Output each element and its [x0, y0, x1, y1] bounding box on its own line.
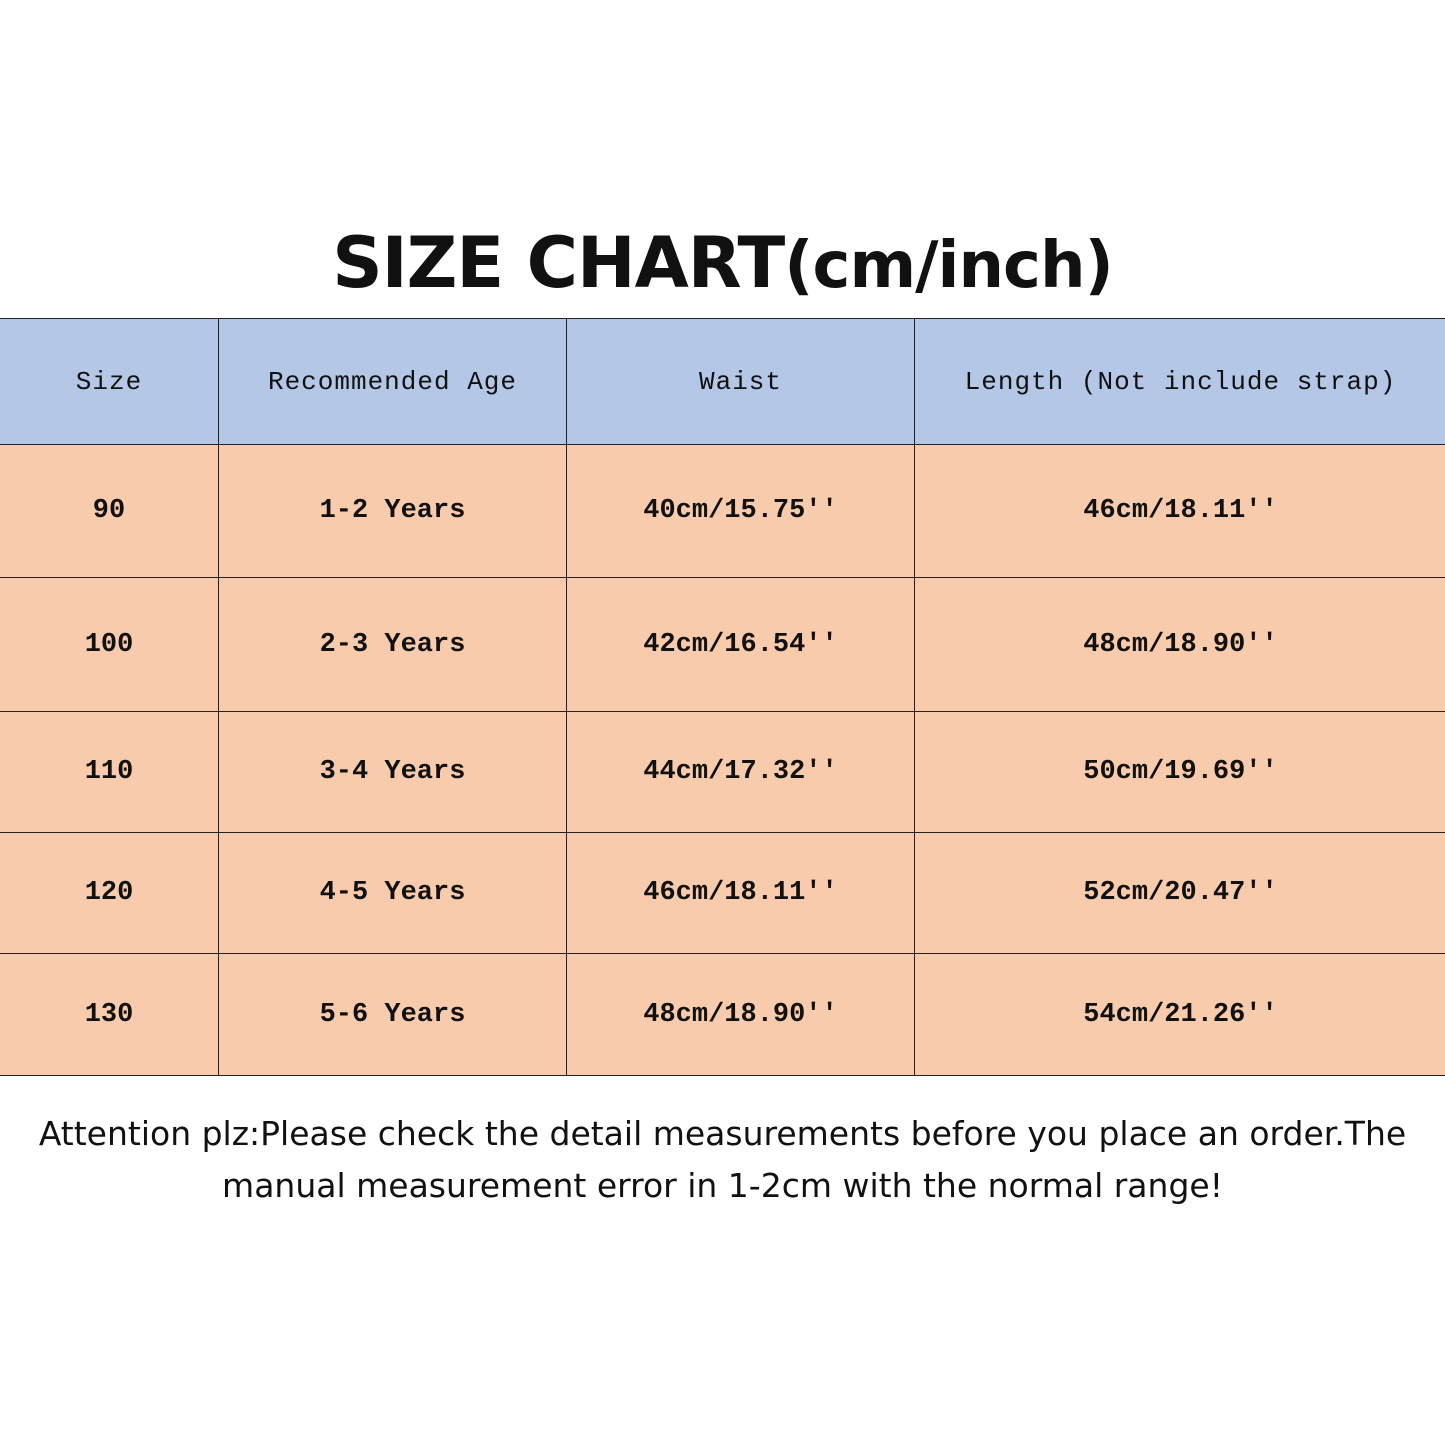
- table-row: 120 4-5 Years 46cm/18.11'' 52cm/20.47'': [0, 832, 1445, 954]
- header-waist: Waist: [566, 318, 915, 445]
- table-row: 110 3-4 Years 44cm/17.32'' 50cm/19.69'': [0, 711, 1445, 833]
- cell-length: 52cm/20.47'': [914, 832, 1445, 954]
- cell-age: 1-2 Years: [218, 444, 567, 578]
- cell-waist: 44cm/17.32'': [566, 711, 915, 833]
- cell-size: 130: [0, 953, 219, 1076]
- attention-note: Attention plz:Please check the detail me…: [0, 1108, 1445, 1212]
- cell-waist: 48cm/18.90'': [566, 953, 915, 1076]
- note-line-1: Attention plz:Please check the detail me…: [38, 1114, 1407, 1153]
- cell-waist: 40cm/15.75'': [566, 444, 915, 578]
- title-main: SIZE CHART: [332, 222, 785, 304]
- header-size: Size: [0, 318, 219, 445]
- cell-length: 46cm/18.11'': [914, 444, 1445, 578]
- size-chart-table: Size Recommended Age Waist Length (Not i…: [0, 318, 1445, 1076]
- cell-size: 120: [0, 832, 219, 954]
- cell-age: 5-6 Years: [218, 953, 567, 1076]
- cell-length: 50cm/19.69'': [914, 711, 1445, 833]
- cell-size: 100: [0, 577, 219, 712]
- note-line-2: manual measurement error in 1-2cm with t…: [222, 1166, 1223, 1205]
- cell-size: 110: [0, 711, 219, 833]
- page-title: SIZE CHART(cm/inch): [0, 222, 1445, 304]
- cell-size: 90: [0, 444, 219, 578]
- table-row: 90 1-2 Years 40cm/15.75'' 46cm/18.11'': [0, 444, 1445, 578]
- cell-age: 4-5 Years: [218, 832, 567, 954]
- header-length: Length (Not include strap): [914, 318, 1445, 445]
- table-header-row: Size Recommended Age Waist Length (Not i…: [0, 318, 1445, 445]
- cell-waist: 42cm/16.54'': [566, 577, 915, 712]
- cell-length: 54cm/21.26'': [914, 953, 1445, 1076]
- table-row: 100 2-3 Years 42cm/16.54'' 48cm/18.90'': [0, 577, 1445, 712]
- cell-age: 2-3 Years: [218, 577, 567, 712]
- header-age: Recommended Age: [218, 318, 567, 445]
- title-unit: (cm/inch): [784, 229, 1113, 303]
- cell-age: 3-4 Years: [218, 711, 567, 833]
- table-row: 130 5-6 Years 48cm/18.90'' 54cm/21.26'': [0, 953, 1445, 1076]
- cell-length: 48cm/18.90'': [914, 577, 1445, 712]
- cell-waist: 46cm/18.11'': [566, 832, 915, 954]
